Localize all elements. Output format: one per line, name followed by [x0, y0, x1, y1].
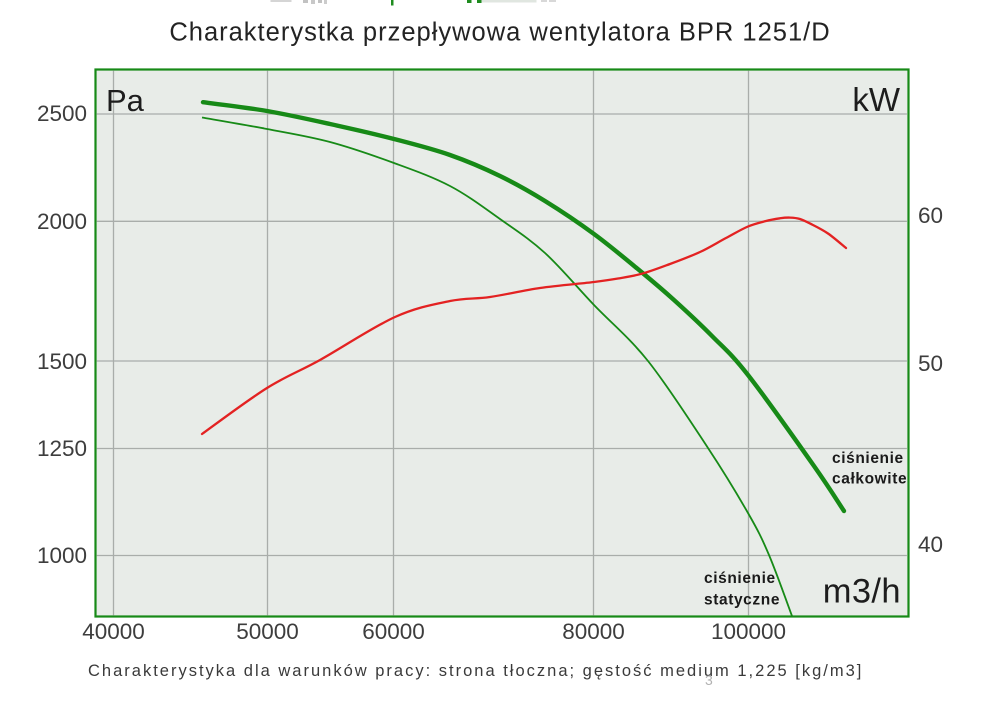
svg-text:m3/h: m3/h	[823, 573, 901, 611]
svg-text:50: 50	[918, 351, 943, 376]
svg-text:Charakterystyka dla warunków p: Charakterystyka dla warunków pracy: stro…	[88, 662, 863, 680]
svg-text:80000: 80000	[562, 619, 625, 644]
svg-text:Charakterystka przepływowa wen: Charakterystka przepływowa wentylatora B…	[169, 19, 830, 47]
svg-text:2000: 2000	[37, 209, 87, 234]
svg-text:ciśnienie: ciśnienie	[832, 450, 904, 467]
svg-text:1500: 1500	[37, 349, 87, 374]
svg-text:40: 40	[918, 532, 943, 557]
svg-text:3: 3	[705, 672, 713, 688]
svg-text:2500: 2500	[37, 101, 87, 126]
svg-text:kW: kW	[852, 81, 901, 118]
svg-text:60: 60	[918, 203, 943, 228]
svg-text:Pa: Pa	[106, 83, 145, 118]
svg-text:40000: 40000	[82, 619, 145, 644]
svg-text:100000: 100000	[711, 619, 786, 644]
svg-text:1000: 1000	[37, 543, 87, 568]
svg-text:60000: 60000	[362, 619, 425, 644]
svg-text:statyczne: statyczne	[704, 592, 780, 609]
svg-text:1250: 1250	[37, 436, 87, 461]
svg-text:ciśnienie: ciśnienie	[704, 570, 776, 587]
svg-text:50000: 50000	[236, 619, 299, 644]
svg-text:całkowite: całkowite	[832, 471, 907, 488]
